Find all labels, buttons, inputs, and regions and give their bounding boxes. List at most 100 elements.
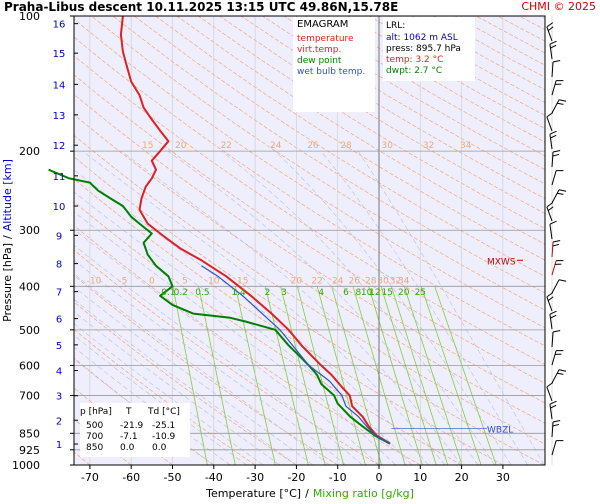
- wind-barb-staff: [550, 224, 552, 239]
- wind-barb: [546, 293, 558, 311]
- x-tick-label: 10: [413, 471, 427, 484]
- wind-barb-flag: [550, 45, 556, 48]
- wind-barb-flag: [556, 79, 563, 83]
- altitude-tick-label: 12: [53, 141, 66, 152]
- lrl-line: press: 895.7 hPa: [386, 44, 475, 55]
- x-tick-label: -70: [81, 471, 99, 484]
- wind-barb: [552, 240, 560, 257]
- wind-barb-flag: [548, 297, 554, 301]
- wind-barb-flag: [550, 311, 557, 314]
- x-tick-label: -40: [205, 471, 223, 484]
- legend-item-temperature: temperature: [297, 34, 375, 45]
- wind-barb-flag: [553, 330, 560, 332]
- wind-barb-flag: [550, 405, 556, 408]
- dry-adiabat-label: 10: [208, 276, 220, 286]
- dry-adiabat: [562, 16, 600, 465]
- wind-barb-staff: [552, 81, 556, 95]
- wind-barb: [552, 439, 563, 457]
- wind-barb-staff: [552, 261, 556, 275]
- wind-barb-flag: [550, 315, 556, 318]
- wind-barb-flag: [546, 23, 553, 27]
- altitude-tick-label: 2: [56, 416, 62, 427]
- y-axis-label-altitude: Altitude [km]: [1, 159, 14, 231]
- altitude-tick-label: 3: [56, 392, 62, 403]
- table-row: 700-7.1-10.9: [80, 432, 190, 443]
- wind-barb-flag: [546, 383, 553, 387]
- wind-barb-flag: [555, 353, 561, 357]
- table-cell: -7.1: [120, 432, 138, 442]
- wind-barb-flag: [556, 439, 563, 443]
- wind-barb-flag: [548, 27, 554, 31]
- wind-barb-staff: [552, 441, 556, 455]
- altitude-tick-label: 6: [56, 315, 62, 326]
- dry-adiabat-label: 32: [423, 141, 434, 151]
- brand-label: CHMI © 2025: [521, 0, 596, 13]
- wind-barb-flag: [553, 240, 560, 242]
- x-tick-label: 0: [376, 471, 383, 484]
- wind-barb-flag: [553, 420, 560, 422]
- x-tick-label: -50: [164, 471, 182, 484]
- wind-barb-staff: [550, 404, 552, 419]
- table-cell: -21.9: [120, 421, 143, 431]
- wind-barb: [552, 349, 563, 367]
- wind-barb-flag: [550, 135, 556, 138]
- dry-adiabat-label: -10: [87, 276, 102, 286]
- x-tick-label: -60: [122, 471, 140, 484]
- dry-adiabat-label: 34: [398, 276, 410, 286]
- dry-adiabat-label: 22: [220, 141, 231, 151]
- table-cell: 850: [86, 443, 103, 453]
- mixing-ratio-label: 0.5: [195, 288, 209, 298]
- altitude-tick-label: 1: [56, 440, 62, 451]
- wind-barb: [552, 60, 560, 77]
- wind-barb-staff: [552, 171, 556, 185]
- y-tick-label: 850: [19, 427, 40, 440]
- wind-barb: [552, 98, 566, 116]
- wind-barb: [552, 188, 566, 206]
- wind-barb-staff: [550, 314, 552, 329]
- table-row: 500-21.9-25.1: [80, 421, 190, 432]
- wind-barb: [550, 311, 559, 329]
- x-tick-label: 20: [455, 471, 469, 484]
- wbzl-marker-label: WBZL: [487, 426, 513, 436]
- wind-barb-flag: [546, 293, 553, 297]
- wind-barb: [552, 330, 560, 347]
- wind-barb: [552, 259, 563, 277]
- altitude-tick-label: 8: [56, 260, 62, 271]
- dry-adiabat: [583, 16, 600, 465]
- wind-barb-flag: [556, 169, 563, 173]
- wind-barb-flag: [559, 368, 566, 373]
- mixing-ratio-label: 25: [415, 288, 426, 298]
- mixing-ratio-label: 2: [265, 288, 271, 298]
- mixing-ratio-label: 20: [398, 288, 410, 298]
- dry-adiabat-label: 28: [340, 141, 352, 151]
- wind-barb-staff: [552, 370, 559, 383]
- table-cell: 0.0: [120, 443, 134, 453]
- y-tick-label: 1000: [12, 459, 40, 472]
- x-tick-label: -20: [287, 471, 305, 484]
- dry-adiabat-label: 26: [307, 141, 319, 151]
- wind-barb-staff: [547, 387, 552, 401]
- dry-adiabat-label: 20: [175, 141, 187, 151]
- legend-item-dew-point: dew point: [297, 56, 375, 67]
- wind-barb: [552, 150, 560, 167]
- wind-barb-staff: [552, 351, 556, 365]
- altitude-tick-label: 4: [56, 367, 62, 378]
- dry-adiabat-label: 30: [382, 141, 394, 151]
- mixing-ratio-label: 3: [281, 288, 287, 298]
- lrl-line: alt: 1062 m ASL: [386, 33, 475, 44]
- y-tick-label: 200: [19, 145, 40, 158]
- dry-adiabat-label: 15: [142, 141, 153, 151]
- altitude-tick-label: 7: [56, 288, 62, 299]
- wind-barb: [552, 368, 566, 386]
- wind-barb-flag: [550, 401, 557, 404]
- legend-title: EMAGRAM: [297, 19, 375, 30]
- lrl-title: LRL:: [386, 21, 475, 32]
- altitude-tick-label: 11: [53, 172, 66, 183]
- dry-adiabat-label: -5: [118, 276, 127, 286]
- dry-adiabat-label: 22: [311, 276, 322, 286]
- dry-adiabat-label: 0: [149, 276, 155, 286]
- altitude-tick-label: 15: [53, 49, 66, 60]
- wind-barb-flag: [556, 349, 563, 353]
